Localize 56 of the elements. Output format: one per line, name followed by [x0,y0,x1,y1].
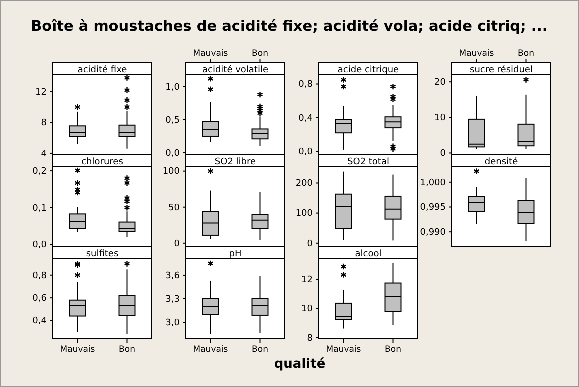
y-tick-label: 8 [41,118,48,129]
chart-title: SO2 total [348,158,390,168]
y-tick-label: 100 [296,209,314,220]
y-tick-label: 0,0 [32,240,48,251]
chart-title: pH [229,250,242,260]
chart-title: sucre résiduel [470,64,533,76]
text: Boîte à moustaches de acidité fixe; acidité vola; acide citriq; ... [31,19,548,35]
y-tick-label: 0,4 [32,316,48,327]
y-tick-label: 3,0 [166,318,180,328]
chart-title: sulfites [86,250,119,260]
y-tick-label: 0,8 [32,271,48,282]
y-tick-label: 12 [302,275,313,286]
chart-title: densité [484,156,519,168]
x-tick-label: Mauvais [193,49,229,59]
x-tick-label: Mauvais [60,345,96,356]
y-tick-label: 1,0 [166,82,180,93]
x-tick-label: Bon [252,345,268,356]
y-tick-label: 0 [307,239,314,250]
y-tick-label: 0,8 [298,80,314,90]
text: qualité [274,357,326,372]
chart-title: chlorures [82,158,124,168]
y-tick-label: 4 [41,149,48,160]
y-tick-label: 0 [440,149,446,160]
y-tick-label: 1,000 [420,178,446,188]
y-tick-label: 0,1 [32,204,47,214]
y-tick-label: 3,6 [166,271,180,282]
y-tick-label: 0,0 [298,148,314,158]
y-tick-label: 50 [168,203,180,214]
y-tick-label: 20 [434,78,446,88]
y-tick-label: 200 [296,179,314,190]
x-tick-label: Bon [252,49,268,59]
chart-title: SO2 libre [214,158,257,168]
x-tick-label: Mauvais [193,345,229,356]
x-tick-label: Bon [518,49,534,59]
chart-title: acidité fixe [78,64,128,76]
y-tick-label: 0,6 [32,294,48,304]
chart-title: acide citrique [338,66,400,76]
y-tick-label: 8 [307,334,314,344]
chart-title: acidité volatile [202,64,269,76]
chart-title: alcool [355,250,382,260]
y-tick-label: 10 [302,304,314,315]
x-tick-label: Mauvais [326,345,362,356]
y-tick-label: 0,995 [420,203,446,214]
y-tick-label: 0,0 [166,148,180,159]
y-tick-label: 0,4 [298,114,314,124]
x-tick-label: Bon [385,345,402,356]
x-tick-label: Bon [119,345,136,356]
x-tick-label: Mauvais [459,49,495,59]
y-tick-label: 0,990 [420,228,446,238]
y-tick-label: 100 [162,167,180,178]
y-tick-label: 0,5 [166,116,180,126]
y-tick-label: 10 [434,114,446,124]
y-tick-label: 0,2 [32,166,47,177]
y-tick-label: 3,3 [166,294,180,305]
y-tick-label: 12 [36,88,47,98]
y-tick-label: 0 [174,239,180,250]
